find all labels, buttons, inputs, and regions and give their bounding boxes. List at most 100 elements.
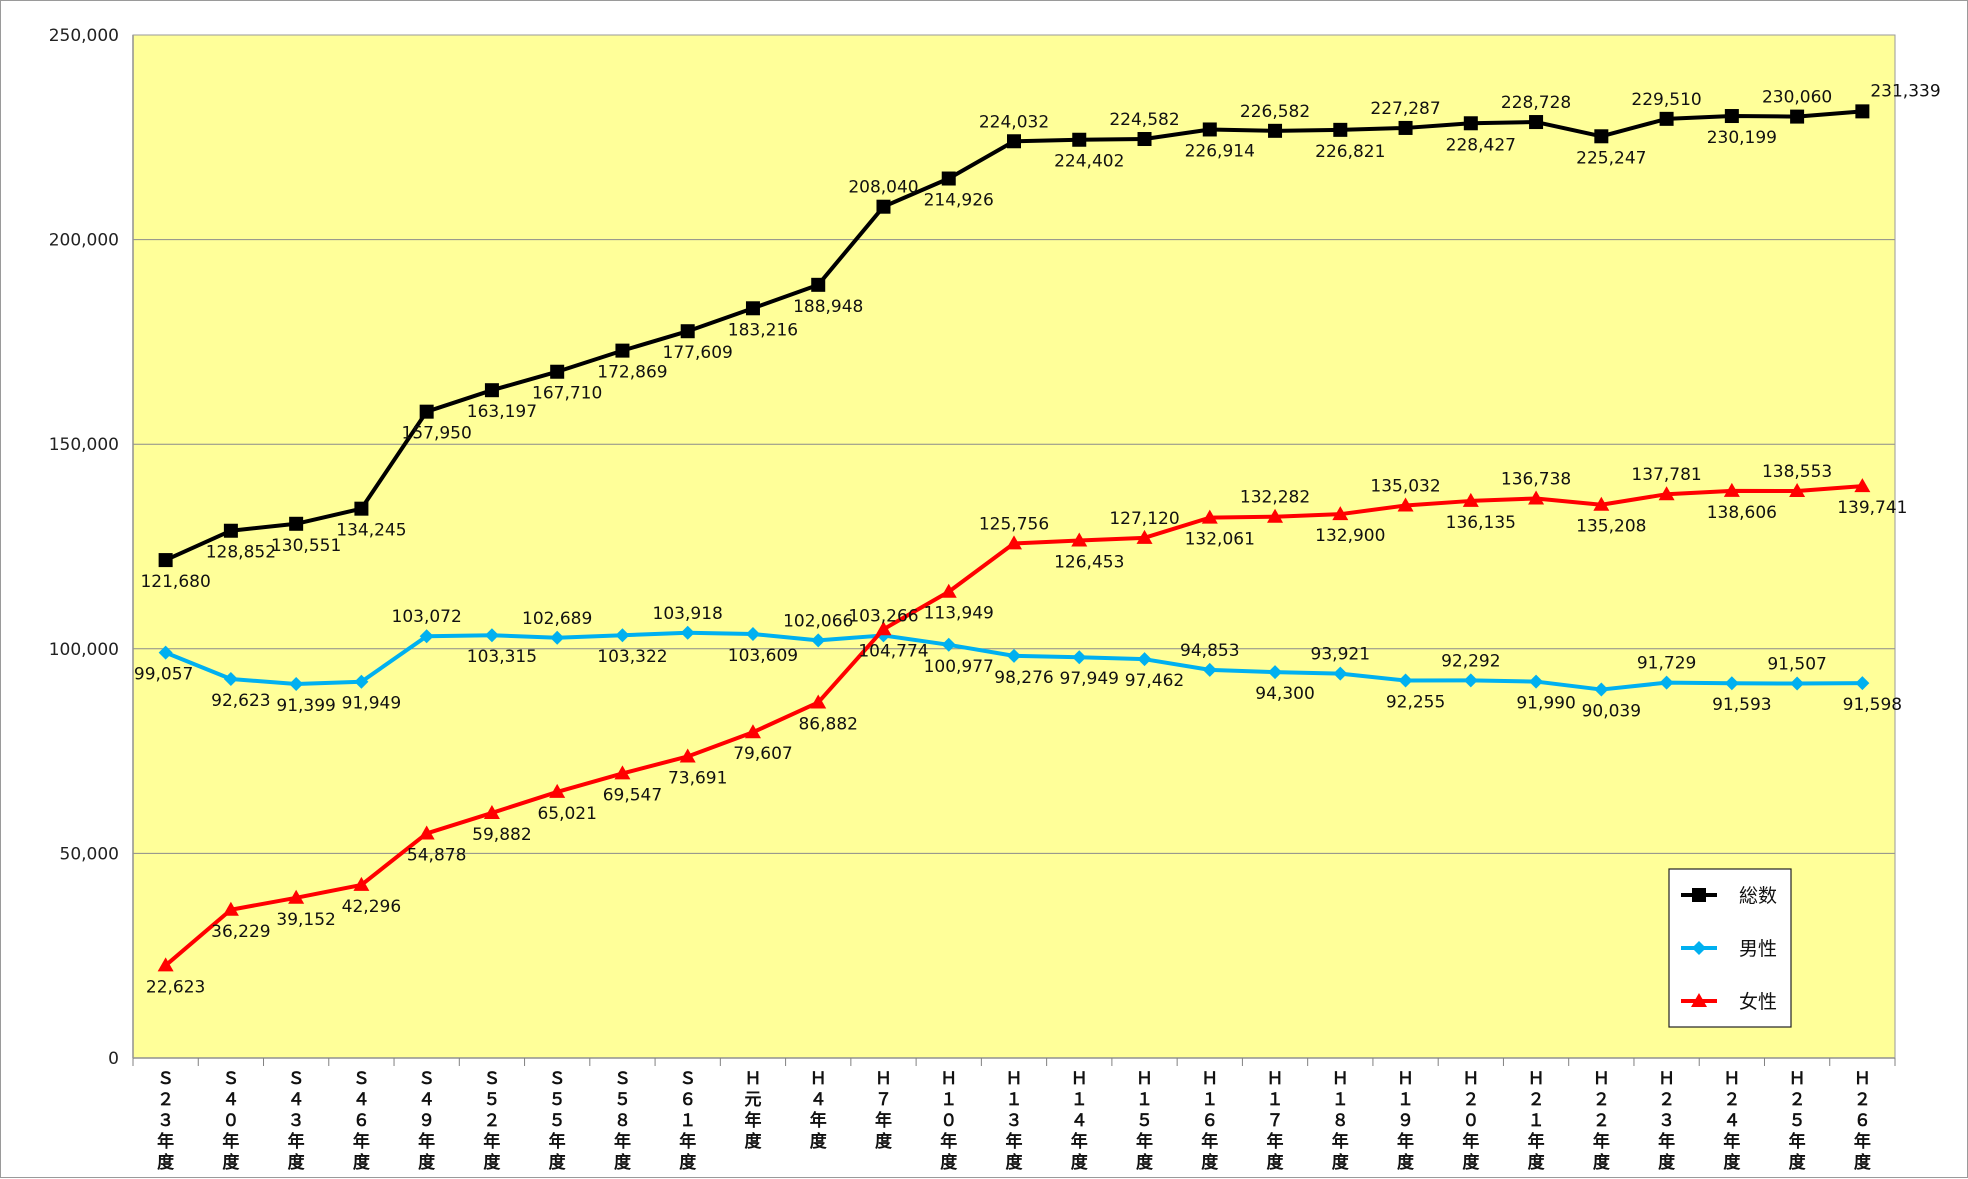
x-tick-label: Ｈ７年度 [875, 1069, 893, 1152]
legend-marker-female [1691, 993, 1707, 1007]
data-point-female [1528, 490, 1545, 505]
x-tick-label: Ｓ５５年度 [549, 1069, 567, 1173]
data-point-female [1201, 509, 1218, 524]
data-label-male: 91,729 [1637, 654, 1696, 674]
data-point-female [1397, 497, 1414, 512]
data-label-male: 91,593 [1712, 695, 1771, 715]
x-tick-label: Ｈ１０年度 [940, 1069, 958, 1173]
data-label-female: 42,296 [342, 897, 401, 917]
x-tick-label: Ｈ１９年度 [1397, 1069, 1415, 1173]
data-point-total [1202, 122, 1217, 137]
data-point-male [1790, 676, 1805, 691]
data-label-male: 92,292 [1441, 651, 1500, 671]
data-point-male [1724, 676, 1739, 691]
data-label-total: 134,245 [336, 521, 406, 541]
x-tick-label: Ｓ４６年度 [353, 1069, 371, 1173]
y-tick-label: 150,000 [49, 435, 119, 455]
data-label-total: 214,926 [924, 191, 994, 211]
data-point-total [484, 383, 499, 398]
x-tick-label: Ｈ１６年度 [1201, 1069, 1219, 1173]
x-tick-label: Ｓ４９年度 [418, 1069, 436, 1173]
data-label-male: 91,598 [1843, 695, 1902, 715]
data-label-male: 103,918 [653, 604, 723, 624]
data-point-male [811, 633, 826, 648]
x-tick-label: Ｈ２２年度 [1593, 1069, 1611, 1173]
data-point-male [1529, 674, 1544, 689]
data-label-male: 97,462 [1125, 671, 1184, 691]
data-label-male: 94,853 [1180, 641, 1239, 661]
data-label-female: 132,282 [1240, 488, 1310, 508]
data-point-male [158, 645, 173, 660]
data-label-total: 230,199 [1707, 128, 1777, 148]
data-point-male [1594, 682, 1609, 697]
data-point-total [1724, 109, 1739, 124]
data-label-total: 229,510 [1631, 90, 1701, 110]
data-label-total: 226,914 [1185, 141, 1255, 161]
data-point-female [1006, 535, 1022, 550]
data-label-total: 224,032 [979, 112, 1049, 132]
x-tick-label: Ｈ１３年度 [1006, 1069, 1024, 1173]
data-point-male [615, 628, 630, 643]
data-point-total [811, 277, 826, 292]
x-tick-label: Ｈ４年度 [810, 1069, 828, 1152]
data-point-female [1462, 492, 1479, 507]
data-label-female: 36,229 [211, 922, 270, 942]
data-label-total: 224,402 [1054, 152, 1124, 172]
data-label-female: 69,547 [603, 785, 662, 805]
data-point-female [744, 724, 761, 739]
data-point-female [549, 783, 566, 798]
data-point-total [680, 324, 695, 339]
x-tick-label: Ｈ２１年度 [1528, 1069, 1546, 1173]
data-label-male: 103,072 [392, 607, 462, 627]
legend-marker-total [1692, 888, 1706, 902]
data-point-male [550, 630, 565, 645]
data-label-total: 227,287 [1370, 99, 1440, 119]
data-label-total: 208,040 [848, 178, 918, 198]
data-point-total [1072, 132, 1087, 147]
data-point-female [157, 957, 174, 972]
data-label-male: 99,057 [134, 665, 193, 685]
x-tick-label: Ｈ元年度 [744, 1069, 762, 1152]
data-label-male: 102,689 [522, 609, 592, 629]
y-tick-label: 0 [108, 1049, 119, 1069]
data-label-female: 127,120 [1109, 509, 1179, 529]
x-tick-label: Ｓ５２年度 [483, 1069, 501, 1173]
data-label-female: 113,949 [924, 604, 994, 624]
data-point-female [1136, 529, 1153, 544]
data-label-female: 54,878 [407, 845, 466, 865]
y-tick-label: 250,000 [49, 26, 119, 46]
data-point-total [223, 523, 238, 538]
y-tick-label: 100,000 [49, 640, 119, 660]
data-point-male [223, 671, 238, 686]
data-point-female [353, 876, 370, 891]
data-point-male [1137, 652, 1152, 667]
data-label-male: 91,399 [276, 696, 335, 716]
data-point-total [615, 343, 630, 358]
plot-border [132, 34, 1896, 1059]
data-point-male [1463, 673, 1478, 688]
data-label-male: 91,990 [1516, 694, 1575, 714]
data-point-female [810, 694, 827, 709]
data-point-total [1790, 109, 1805, 124]
data-point-total [876, 199, 891, 214]
y-tick-label: 200,000 [49, 231, 119, 251]
data-label-male: 100,977 [924, 657, 994, 677]
data-point-male [745, 627, 760, 642]
data-point-total [1463, 116, 1478, 131]
data-label-total: 128,852 [206, 543, 276, 563]
data-point-total [1398, 120, 1413, 135]
x-tick-label: Ｓ４０年度 [222, 1069, 240, 1173]
x-tick-label: Ｈ２５年度 [1789, 1069, 1807, 1173]
data-label-male: 91,507 [1767, 655, 1826, 675]
data-label-female: 138,553 [1762, 462, 1832, 482]
data-label-total: 167,710 [532, 384, 602, 404]
data-label-male: 91,949 [342, 694, 401, 714]
data-point-male [1072, 650, 1087, 665]
x-tick-label: Ｈ２０年度 [1462, 1069, 1480, 1173]
data-label-male: 102,066 [783, 611, 853, 631]
data-point-female [614, 765, 631, 780]
x-tick-label: Ｈ１５年度 [1136, 1069, 1154, 1173]
data-point-male [354, 674, 369, 689]
